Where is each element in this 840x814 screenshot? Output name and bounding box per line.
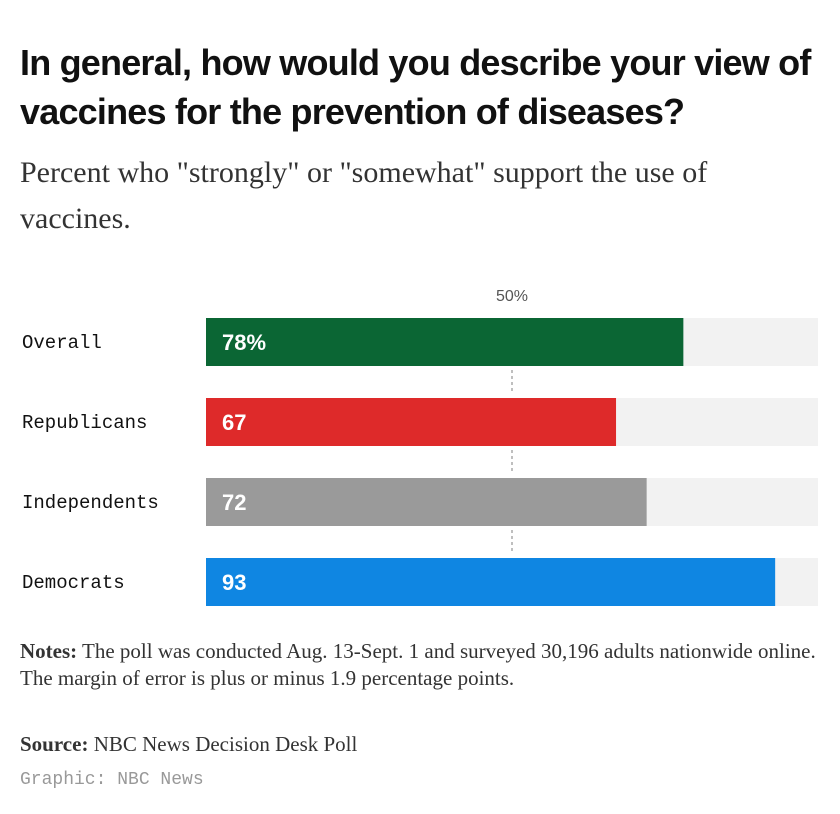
reference-line-label: 50% [496,288,528,305]
category-label: Overall [22,332,102,354]
value-label: 72 [222,490,246,515]
notes: Notes: The poll was conducted Aug. 13-Se… [20,638,830,692]
bar-overall [206,318,684,366]
notes-label: Notes: [20,639,78,663]
bar-democrats [206,558,776,606]
source-text: NBC News Decision Desk Poll [88,732,358,756]
chart-subtitle: Percent who "strongly" or "somewhat" sup… [20,156,708,235]
source-label: Source: [20,732,89,756]
bar-republicans [206,398,617,446]
bar-chart: 50% Overall 78% Republicans 67 Independents 72… [22,288,818,606]
chart-title: In general, how would you describe your … [20,42,811,132]
value-label: 78% [222,330,266,355]
value-label: 67 [222,410,246,435]
source: Source: NBC News Decision Desk Poll [20,731,820,758]
value-label: 93 [222,570,246,595]
category-label: Independents [22,492,159,514]
graphic-credit: Graphic: NBC News [20,770,204,790]
category-label: Democrats [22,572,125,594]
bar-independents [206,478,647,526]
category-label: Republicans [22,412,147,434]
notes-text: The poll was conducted Aug. 13-Sept. 1 a… [20,639,816,690]
